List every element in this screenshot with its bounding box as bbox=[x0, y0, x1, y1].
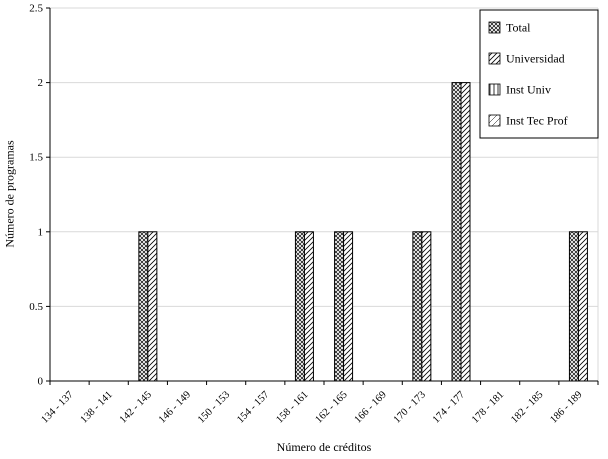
y-tick-label: 1 bbox=[38, 226, 44, 238]
y-tick-label: 0 bbox=[38, 376, 44, 388]
bar-total bbox=[138, 231, 149, 382]
x-tick-label: 186 - 189 bbox=[548, 389, 584, 425]
bar-total bbox=[412, 231, 423, 382]
x-tick-label: 178 - 181 bbox=[470, 389, 506, 425]
x-tick-label: 142 - 145 bbox=[118, 389, 154, 425]
legend-swatch-universidad bbox=[488, 52, 501, 65]
legend-label: Universidad bbox=[506, 52, 565, 66]
x-tick-label: 182 - 185 bbox=[509, 389, 545, 425]
legend-item: Inst Univ bbox=[488, 83, 551, 97]
bar-total bbox=[294, 231, 305, 382]
legend-swatch-total bbox=[488, 21, 501, 34]
x-tick-label: 134 - 137 bbox=[39, 389, 75, 425]
bar-universidad bbox=[577, 231, 588, 382]
legend-swatch-inst-tec-prof bbox=[488, 114, 501, 127]
bar-total bbox=[451, 82, 462, 382]
x-tick-label: 138 - 141 bbox=[79, 389, 115, 425]
x-tick-label: 146 - 149 bbox=[157, 389, 193, 425]
y-tick-label: 0.5 bbox=[29, 301, 43, 313]
x-tick-label: 170 - 173 bbox=[392, 389, 428, 425]
x-tick-label: 162 - 165 bbox=[313, 389, 349, 425]
legend-label: Inst Univ bbox=[506, 83, 551, 97]
bar-total bbox=[334, 231, 345, 382]
x-tick-label: 158 - 161 bbox=[274, 389, 310, 425]
x-tick-label: 174 - 177 bbox=[431, 389, 467, 425]
legend-label: Inst Tec Prof bbox=[506, 114, 568, 128]
y-tick-label: 2.5 bbox=[29, 3, 43, 15]
legend-swatch-inst-univ bbox=[488, 83, 501, 96]
bar-universidad bbox=[147, 231, 158, 382]
bar-universidad bbox=[303, 231, 314, 382]
legend-item: Universidad bbox=[488, 52, 565, 66]
bar-universidad bbox=[421, 231, 432, 382]
bar-universidad bbox=[343, 231, 354, 382]
x-tick-label: 154 - 157 bbox=[235, 389, 271, 425]
x-tick-label: 150 - 153 bbox=[196, 389, 232, 425]
legend-label: Total bbox=[506, 21, 531, 35]
y-axis-title: Número de programas bbox=[2, 140, 17, 248]
legend: Total Universidad Inst Univ Inst Tec Prof bbox=[479, 9, 599, 139]
bar-total bbox=[568, 231, 579, 382]
legend-item: Inst Tec Prof bbox=[488, 114, 568, 128]
legend-item: Total bbox=[488, 21, 531, 35]
y-tick-label: 2 bbox=[38, 77, 44, 89]
bar-universidad bbox=[460, 82, 471, 382]
y-tick-label: 1.5 bbox=[29, 152, 43, 164]
x-axis-title: Número de créditos bbox=[276, 440, 372, 454]
x-tick-label: 166 - 169 bbox=[353, 389, 389, 425]
